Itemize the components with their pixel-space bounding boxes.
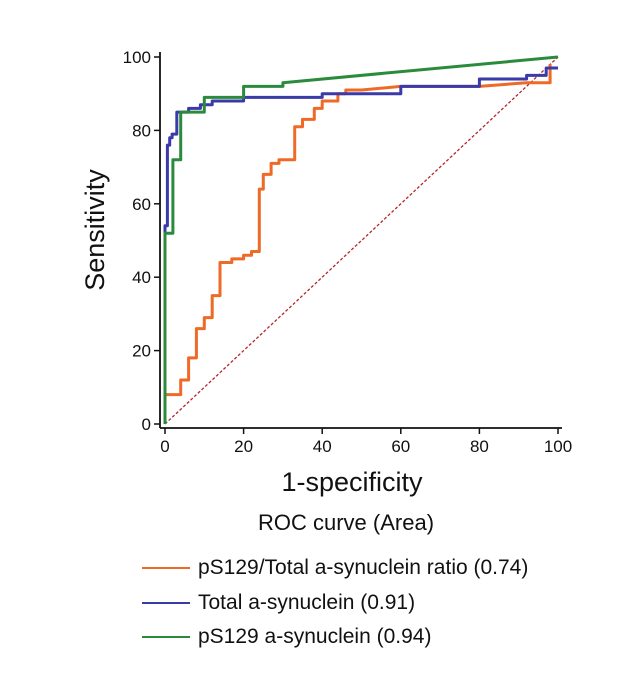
x-tick-label-5: 100 [544, 437, 572, 456]
x-tick-label-0: 0 [160, 437, 169, 456]
series-line-2 [163, 55, 559, 424]
ticks: 0 20 40 60 80 100 0 20 40 60 80 100 [123, 48, 573, 456]
y-tick-label-4: 80 [132, 121, 151, 140]
x-axis-title: 1-specificity [281, 467, 423, 497]
x-tick-label-2: 40 [313, 437, 332, 456]
y-tick-label-1: 20 [132, 342, 151, 361]
reference-diagonal-line [164, 56, 559, 425]
x-tick-label-3: 60 [391, 437, 410, 456]
y-tick-label-3: 60 [132, 195, 151, 214]
y-axis-title: Sensitivity [80, 169, 110, 291]
y-tick-label-2: 40 [132, 268, 151, 287]
plot-area [163, 55, 559, 425]
axes [159, 52, 562, 429]
y-tick-label-5: 100 [123, 48, 151, 67]
y-tick-label-0: 0 [142, 415, 151, 434]
x-tick-label-4: 80 [470, 437, 489, 456]
x-tick-label-1: 20 [234, 437, 253, 456]
series-line-1 [163, 66, 558, 424]
